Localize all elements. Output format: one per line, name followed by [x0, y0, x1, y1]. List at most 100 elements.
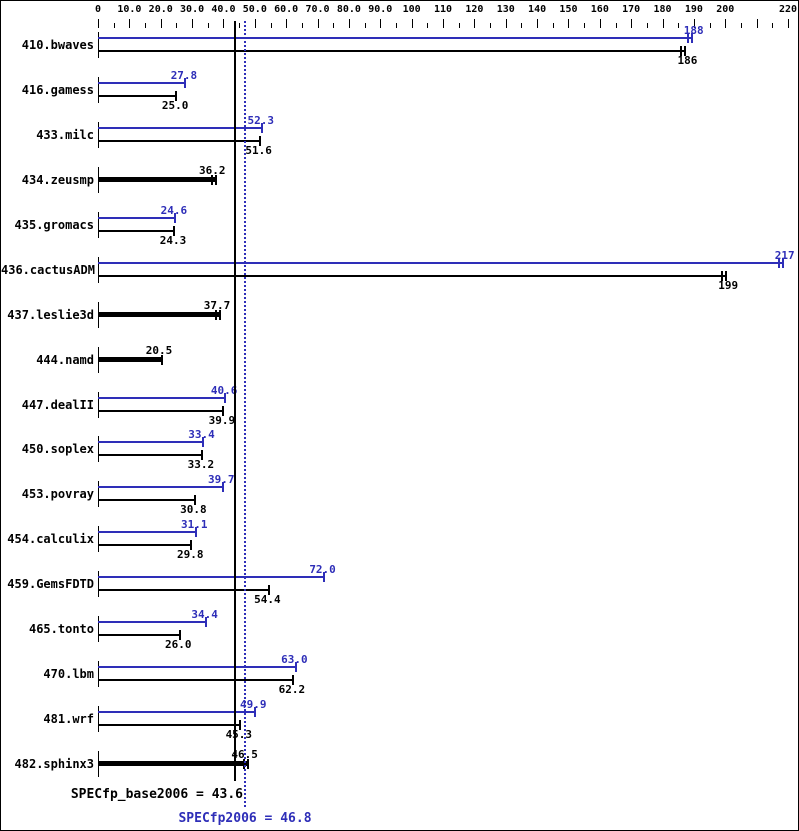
axis-major-tick — [505, 19, 507, 28]
peak-bar — [98, 397, 226, 399]
peak-value-label: 52.3 — [247, 114, 275, 127]
base-bar-endcap — [214, 175, 217, 185]
peak-bar-endcap — [221, 482, 224, 492]
axis-major-tick — [693, 19, 695, 28]
axis-tick-label: 0 — [94, 4, 102, 15]
axis-tick-label: 180 — [653, 4, 672, 15]
base-summary-label: SPECfp_base2006 = 43.6 — [70, 787, 243, 802]
axis-major-tick — [537, 19, 539, 28]
axis-minor-tick — [615, 23, 617, 28]
axis-tick-label: 160 — [590, 4, 609, 15]
axis-major-tick — [788, 19, 789, 28]
base-bar-endcap — [215, 310, 218, 320]
peak-value-label: 188 — [683, 24, 704, 37]
axis-minor-tick — [678, 23, 680, 28]
base-bar-endcap — [725, 271, 728, 281]
peak-bar — [98, 37, 693, 39]
peak-value-label: 27.8 — [170, 69, 198, 82]
peak-bar — [98, 82, 186, 84]
base-bar-endcap — [242, 759, 245, 769]
benchmark-label: 434.zeusmp — [21, 173, 94, 187]
axis-major-tick — [756, 19, 758, 28]
peak-value-label: 31.1 — [181, 518, 208, 531]
base-bar — [98, 50, 687, 52]
axis-minor-tick — [176, 23, 178, 28]
axis-tick-label: 50.0 — [242, 4, 267, 15]
peak-bar — [98, 262, 784, 264]
base-bar — [98, 454, 203, 456]
row-axis-line — [98, 616, 99, 642]
axis-tick-label: 60.0 — [274, 4, 299, 15]
peak-bar-endcap — [777, 258, 780, 268]
peak-bar-endcap — [174, 213, 177, 223]
peak-value-label: 49.9 — [240, 698, 267, 711]
axis-major-tick — [411, 19, 413, 28]
peak-value-label: 33.4 — [188, 428, 215, 441]
base-bar-endcap — [178, 630, 181, 640]
axis-major-tick — [725, 19, 727, 28]
base-bar — [98, 275, 728, 277]
benchmark-label: 447.dealII — [21, 398, 94, 412]
base-bar-endcap — [246, 759, 249, 769]
base-value-label: 29.8 — [176, 548, 204, 561]
peak-bar — [98, 531, 196, 533]
peak-mean-line — [244, 21, 246, 807]
base-bar-endcap — [267, 585, 270, 595]
base-value-label: 33.2 — [187, 458, 215, 471]
benchmark-label: 454.calculix — [7, 532, 94, 546]
base-value-label: 51.6 — [245, 144, 272, 157]
base-bar — [98, 140, 260, 142]
axis-tick-label: 70.0 — [305, 4, 330, 15]
base-value-label: 24.3 — [159, 234, 187, 247]
peak-bar — [98, 127, 263, 129]
base-bar — [98, 724, 241, 726]
peak-bar-endcap — [686, 33, 689, 43]
row-axis-line — [98, 661, 99, 687]
peak-bar — [98, 217, 176, 219]
peak-bar-endcap — [253, 707, 256, 717]
row-axis-line — [98, 571, 99, 597]
axis-major-tick — [223, 19, 225, 28]
axis-tick-label: 220 — [778, 4, 798, 15]
base-value-label: 30.8 — [180, 503, 207, 516]
benchmark-label: 436.cactusADM — [1, 263, 95, 277]
base-bar-endcap — [292, 675, 295, 685]
axis-major-tick — [599, 19, 601, 28]
axis-minor-tick — [709, 23, 711, 28]
base-bar-endcap — [175, 91, 178, 101]
axis-minor-tick — [145, 23, 147, 28]
axis-major-tick — [631, 19, 633, 28]
axis-major-tick — [568, 19, 570, 28]
base-bar — [98, 357, 163, 362]
base-bar-endcap — [219, 310, 222, 320]
bar-value-label: 36.2 — [199, 164, 226, 177]
axis-minor-tick — [458, 23, 460, 28]
peak-bar-endcap — [224, 393, 227, 403]
base-value-label: 62.2 — [278, 683, 306, 696]
peak-bar — [98, 666, 296, 668]
axis-minor-tick — [364, 23, 366, 28]
benchmark-label: 410.bwaves — [21, 38, 94, 52]
base-bar-endcap — [721, 271, 724, 281]
axis-major-tick — [380, 19, 382, 28]
row-axis-line — [98, 526, 99, 552]
axis-major-tick — [662, 19, 664, 28]
base-bar-endcap — [684, 46, 687, 56]
base-bar-endcap — [161, 355, 164, 365]
benchmark-label: 465.tonto — [28, 622, 94, 636]
base-bar — [98, 679, 294, 681]
bar-value-label: 37.7 — [203, 299, 231, 312]
base-value-label: 26.0 — [165, 638, 192, 651]
axis-tick-label: 80.0 — [336, 4, 361, 15]
row-axis-line — [98, 77, 99, 103]
peak-bar-endcap — [261, 123, 264, 133]
axis-minor-tick — [772, 23, 774, 28]
base-bar — [98, 499, 195, 501]
axis-tick-label: 40.0 — [211, 4, 236, 15]
axis-minor-tick — [490, 23, 492, 28]
base-bar-endcap — [239, 720, 242, 730]
axis-tick-label: 90.0 — [368, 4, 393, 15]
axis-minor-tick — [333, 23, 335, 28]
base-bar — [98, 761, 249, 766]
